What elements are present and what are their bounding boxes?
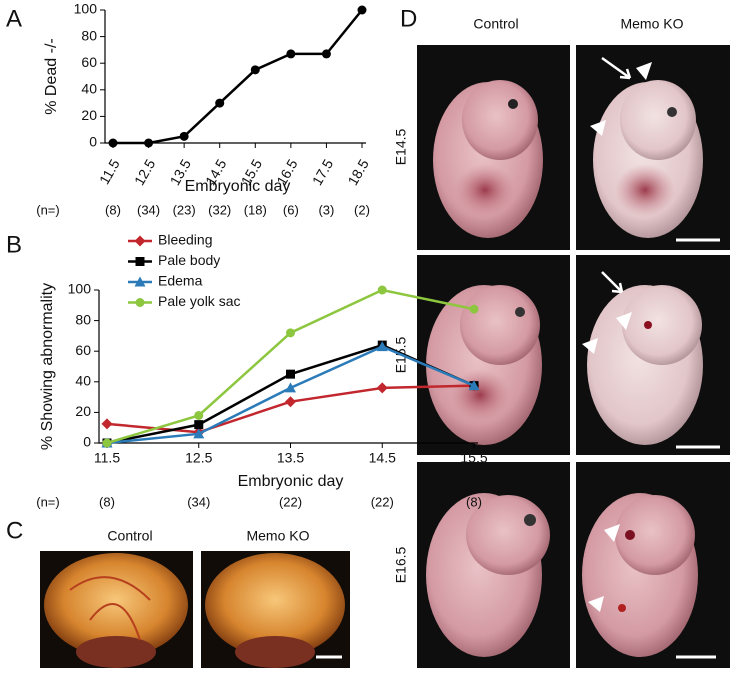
x-tick-label: 12.5 — [131, 156, 159, 188]
y-tick-label: 60 — [75, 342, 91, 358]
column-label: Memo KO — [620, 16, 683, 32]
sample-size: (34) — [187, 494, 210, 509]
y-tick-label: 20 — [75, 403, 91, 419]
y-tick-label: 60 — [81, 54, 97, 70]
x-tick-label: 12.5 — [185, 450, 212, 466]
marker — [101, 418, 113, 430]
marker — [102, 438, 112, 448]
x-tick-label: 18.5 — [344, 156, 372, 188]
marker — [377, 285, 387, 295]
marker — [215, 98, 225, 108]
marker — [468, 380, 480, 391]
sample-size: (23) — [173, 202, 196, 217]
marker — [286, 328, 295, 338]
photo — [576, 45, 730, 250]
sample-size: (32) — [208, 202, 231, 217]
marker — [285, 382, 296, 393]
x-tick-label: 17.5 — [309, 156, 337, 188]
legend-label: Pale body — [158, 252, 220, 268]
y-tick-label: 100 — [74, 1, 98, 17]
marker — [134, 276, 146, 287]
x-axis-label: Embryonic day — [238, 473, 344, 490]
y-tick-label: 100 — [68, 281, 92, 297]
marker — [179, 131, 189, 141]
marker — [194, 420, 204, 430]
sample-size: (6) — [283, 202, 299, 217]
column-label: Control — [107, 528, 152, 544]
y-tick-label: 80 — [75, 311, 91, 327]
sample-size: (8) — [466, 494, 482, 509]
marker — [376, 382, 388, 394]
marker — [134, 235, 146, 247]
marker — [135, 298, 145, 307]
photo — [417, 45, 570, 250]
y-tick-label: 80 — [81, 27, 97, 43]
panel-label: D — [400, 5, 417, 32]
photo — [201, 551, 350, 668]
photo — [417, 462, 570, 668]
column-label: Memo KO — [246, 528, 309, 544]
row-label: E14.5 — [393, 128, 409, 165]
marker — [286, 369, 295, 379]
sample-size: (18) — [244, 202, 267, 217]
x-tick-label: 11.5 — [94, 450, 120, 466]
row-label: E16.5 — [393, 546, 409, 583]
n-label: (n=) — [36, 494, 59, 509]
marker — [135, 257, 145, 266]
x-tick-label: 13.5 — [277, 450, 304, 466]
sample-size: (3) — [318, 202, 334, 217]
marker — [357, 5, 367, 15]
y-tick-label: 0 — [83, 434, 91, 450]
x-tick-label: 14.5 — [369, 450, 396, 466]
marker — [376, 341, 388, 352]
y-tick-label: 40 — [75, 373, 91, 389]
photo — [417, 255, 570, 455]
sample-size: (34) — [137, 202, 160, 217]
marker — [144, 138, 154, 148]
marker — [194, 410, 204, 420]
legend-label: Pale yolk sac — [158, 293, 240, 309]
photo — [576, 255, 730, 455]
axis — [104, 10, 366, 144]
marker — [108, 138, 118, 148]
x-tick-label: 11.5 — [96, 156, 123, 187]
y-tick-label: 20 — [81, 107, 97, 123]
sample-size: (2) — [354, 202, 370, 217]
sample-size: (8) — [105, 202, 121, 217]
y-axis-label: % Dead -/- — [43, 38, 60, 114]
y-tick-label: 40 — [81, 81, 97, 97]
x-tick-label: 15.5 — [460, 450, 487, 466]
marker — [250, 65, 260, 75]
legend-label: Edema — [158, 273, 203, 289]
y-tick-label: 0 — [89, 134, 97, 150]
sample-size: (8) — [99, 494, 115, 509]
y-axis-label: % Showing abnormality — [39, 283, 56, 450]
photo — [576, 462, 730, 668]
panel-label: A — [6, 5, 22, 32]
sample-size: (22) — [371, 494, 394, 509]
marker — [285, 396, 296, 408]
line — [113, 9, 363, 145]
x-axis-label: Embryonic day — [185, 178, 291, 195]
marker — [193, 428, 205, 439]
panel-label: C — [6, 517, 23, 544]
n-label: (n=) — [36, 202, 59, 217]
sample-size: (22) — [279, 494, 302, 509]
column-label: Control — [473, 16, 518, 32]
marker — [469, 304, 479, 314]
legend-label: Bleeding — [158, 232, 213, 248]
marker — [321, 49, 331, 59]
panel-label: B — [6, 231, 22, 258]
photo — [40, 551, 193, 668]
marker — [286, 49, 296, 59]
